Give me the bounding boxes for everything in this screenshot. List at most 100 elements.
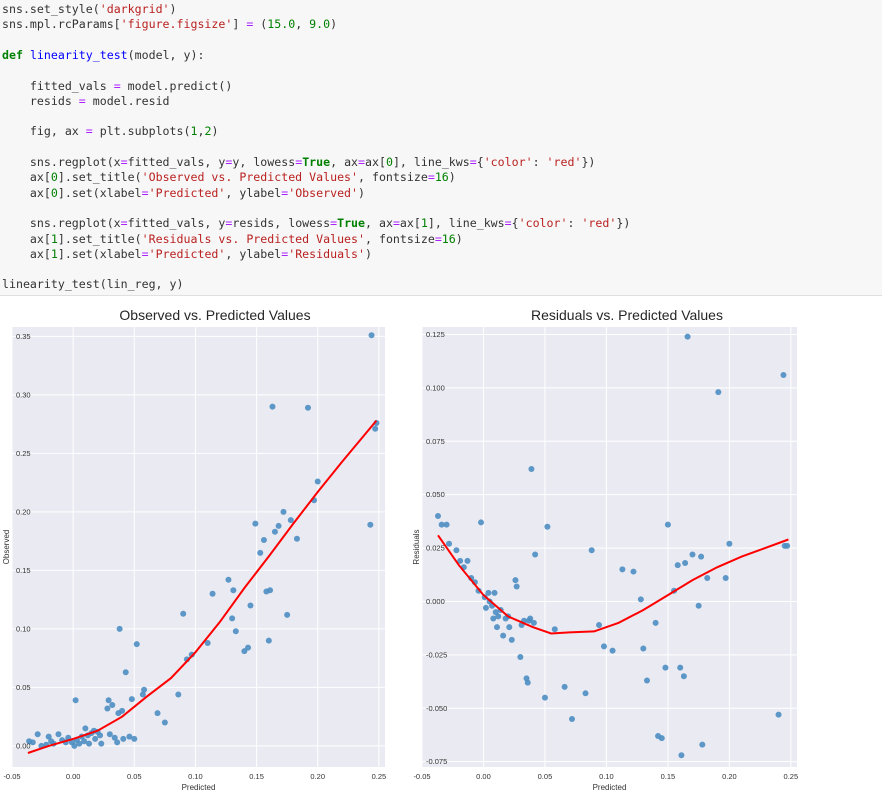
code-token: =: [141, 246, 149, 261]
x-tick-label: 0.20: [722, 772, 737, 781]
code-token: =: [85, 124, 93, 139]
code-token: 1: [50, 231, 58, 246]
data-point: [139, 691, 146, 698]
output-area: -0.05 0.00 0.05 0.10 0.15 0.20 0.25 0.00 0.05 0.1…: [0, 300, 882, 800]
code-token: =: [427, 170, 435, 185]
lowess-line-right: [437, 534, 789, 635]
code-token: ,: [197, 124, 205, 139]
code-token: ].set(xlabel: [57, 246, 142, 261]
data-point: [494, 624, 500, 631]
code-token: =: [330, 216, 338, 231]
code-token: :: [532, 155, 547, 169]
code-token: 'Predicted': [148, 185, 226, 200]
data-point: [265, 637, 272, 644]
data-point: [684, 333, 691, 340]
data-point: [114, 739, 121, 746]
x-tick-label: 0.00: [476, 772, 491, 781]
code-token: True: [337, 216, 366, 231]
y-tick-label: 0.10: [16, 624, 31, 633]
data-point: [122, 669, 129, 676]
residuals-vs-predicted-chart: -0.05 0.00 0.05 0.10 0.15 0.20 0.25 -0.075 -0.05…: [412, 307, 798, 792]
data-point: [81, 738, 88, 745]
code-token: 2: [204, 124, 212, 139]
data-point: [92, 735, 99, 742]
observed-vs-predicted-chart: -0.05 0.00 0.05 0.10 0.15 0.20 0.25 0.00 0.05 0.1…: [2, 307, 386, 792]
data-point: [464, 557, 471, 564]
data-point: [508, 636, 515, 643]
data-point: [82, 725, 89, 732]
data-point: [630, 568, 637, 575]
code-token: ax[: [2, 170, 51, 185]
data-point: [715, 389, 722, 396]
code-cell[interactable]: sns.set_style('darkgrid') sns.mpl.rcParam…: [0, 0, 882, 296]
code-token: =: [392, 216, 400, 231]
code-line: ax[0].set(xlabel='Predicted', ylabel='Ob…: [2, 186, 365, 201]
code-token: ], line_kws: [392, 155, 470, 169]
code-token: ,: [295, 17, 310, 32]
data-point: [105, 697, 112, 704]
data-point: [180, 610, 187, 617]
data-point: [271, 528, 278, 535]
code-line: sns.regplot(x=fitted_vals, y=resids, low…: [2, 216, 630, 231]
code-token: True: [302, 155, 331, 169]
code-token: 0: [385, 155, 393, 169]
y-tick-label: 0.075: [426, 437, 445, 446]
data-point: [55, 731, 62, 738]
code-token: 'Observed vs. Predicted Values': [141, 170, 359, 185]
code-token: 9.0: [309, 17, 331, 32]
code-token: ].set_title(: [57, 231, 142, 246]
data-point: [528, 466, 535, 473]
y-tick-label: 0.25: [16, 449, 31, 458]
data-point: [677, 664, 684, 671]
code-token: =: [120, 216, 128, 231]
code-token: {: [476, 155, 484, 169]
x-tick-label: 0.10: [599, 772, 614, 781]
data-point: [109, 701, 116, 708]
data-point: [457, 557, 464, 564]
data-point: [368, 332, 375, 339]
code-token: 0: [50, 185, 58, 200]
x-tick-label: 0.00: [66, 772, 81, 781]
code-token: , fontsize: [365, 231, 435, 246]
scatter-points-right: [434, 333, 791, 759]
code-line: fitted_vals = model.predict(): [2, 79, 232, 94]
data-point: [161, 719, 168, 726]
data-point: [116, 625, 123, 632]
code-token: ): [211, 124, 219, 139]
code-token: linearity_test(lin_reg, y): [2, 277, 184, 292]
data-point: [674, 562, 681, 569]
data-point: [106, 731, 113, 738]
data-point: [434, 513, 441, 520]
data-point: [582, 690, 589, 697]
data-point: [97, 732, 104, 739]
data-point: [541, 694, 548, 701]
code-line: sns.regplot(x=fitted_vals, y=y, lowess=T…: [2, 155, 596, 170]
chart-title-right: Residuals vs. Predicted Values: [531, 307, 723, 323]
code-token: ].set(xlabel: [57, 185, 142, 200]
data-point: [490, 615, 497, 622]
data-point: [269, 403, 276, 410]
data-point: [682, 560, 689, 567]
data-point: [119, 707, 126, 714]
data-point: [482, 604, 489, 611]
code-token: ): [330, 17, 338, 32]
code-token: ax[: [2, 231, 51, 246]
x-tick-label: 0.05: [538, 772, 553, 781]
code-token: sns.mpl.rcParams[: [2, 17, 121, 32]
data-point: [619, 566, 626, 573]
code-line: sns.mpl.rcParams['figure.figsize'] = (15…: [2, 17, 337, 32]
data-point: [260, 536, 267, 543]
data-point: [133, 641, 140, 648]
code-token: [23, 48, 30, 62]
y-axis-label-left: Observed: [2, 530, 11, 565]
code-line: sns.set_style('darkgrid'): [2, 2, 177, 17]
code-token: 1: [190, 124, 198, 139]
data-point: [678, 752, 685, 759]
code-token: 15.0: [267, 17, 296, 32]
code-token: :: [567, 216, 582, 231]
data-point: [131, 735, 138, 742]
code-token: , ylabel: [225, 246, 282, 261]
y-tick-label: 0.00: [16, 741, 31, 750]
y-tick-label: -0.075: [426, 757, 447, 766]
data-point: [704, 574, 711, 581]
